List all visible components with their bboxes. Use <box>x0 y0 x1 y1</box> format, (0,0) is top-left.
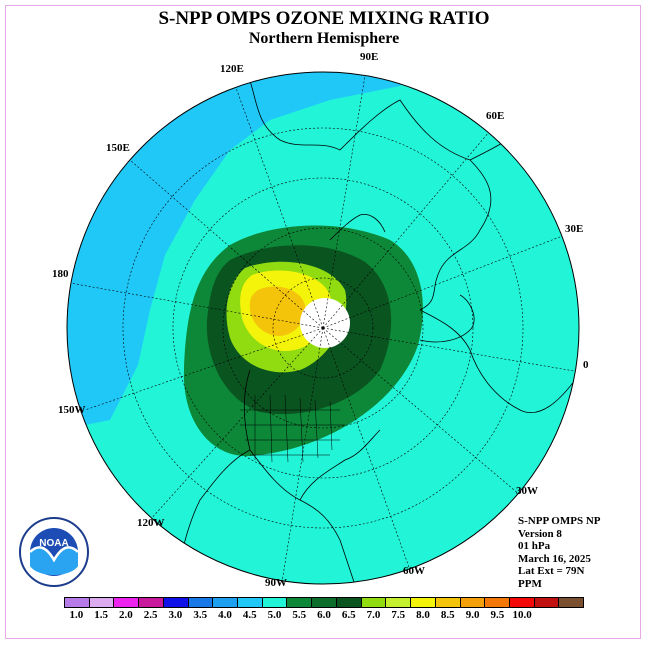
lon-label-60w: 60W <box>403 565 425 577</box>
color-bar-segment <box>336 598 362 607</box>
color-bar-tick-label: 8.0 <box>416 609 430 621</box>
color-bar-tick-label: 5.5 <box>292 609 307 621</box>
product-info: S-NPP OMPS NP Version 8 01 hPa March 16,… <box>518 515 601 590</box>
color-bar-tick-label: 6.5 <box>341 609 356 621</box>
noaa-logo-icon: NOAA <box>19 517 89 587</box>
missing-data-pole <box>300 298 350 348</box>
color-bar-tick-label: 1.0 <box>69 609 84 621</box>
color-bar-segment <box>386 598 412 607</box>
color-bar-segment <box>65 598 90 607</box>
lon-label-150e: 150E <box>106 142 130 154</box>
color-bar-segment <box>213 598 239 607</box>
coastlines <box>179 72 576 584</box>
color-bar-tick-label: 5.0 <box>267 609 282 621</box>
color-bar-tick-label: 6.0 <box>317 609 331 621</box>
color-bar-tick-label: 2.5 <box>143 609 158 621</box>
color-bar-tick-label: 10.0 <box>512 609 532 621</box>
info-pressure: 01 hPa <box>518 540 551 552</box>
info-units: PPM <box>518 577 542 590</box>
color-bar-segment <box>238 598 263 607</box>
color-bar-segment <box>411 598 436 607</box>
lon-label-90e: 90E <box>360 51 379 63</box>
page-subtitle: Northern Hemisphere <box>248 30 400 47</box>
color-bar-tick-label: 4.0 <box>218 609 232 621</box>
color-bar-tick-label: 7.5 <box>391 609 406 621</box>
lon-label-180: 180 <box>52 268 69 280</box>
color-bar-segment <box>534 598 560 607</box>
color-bar-ticks: 1.0 1.5 2.0 2.5 3.0 3.5 4.0 4.5 5.0 5.5 6.0 6.5 7.0 7… <box>0 609 648 625</box>
info-version: Version 8 <box>518 527 562 540</box>
map-boundary <box>66 71 580 585</box>
color-bar-tick-label: 9.0 <box>465 609 480 621</box>
color-bar-tick-label: 7.0 <box>366 609 381 621</box>
color-bar-tick-label: 3.0 <box>168 609 183 621</box>
info-date: March 16, 2025 <box>518 552 591 565</box>
color-bar-segment <box>435 598 461 607</box>
color-bar-segment <box>312 598 337 607</box>
color-bar-segment <box>114 598 140 607</box>
color-bar-segment <box>485 598 510 607</box>
color-bar-tick-label: 8.5 <box>440 609 455 621</box>
lon-label-90w: 90W <box>265 577 287 589</box>
color-bar-segment <box>287 598 313 607</box>
color-bar-segment <box>188 598 214 607</box>
color-bar-tick-label: 9.5 <box>490 609 505 621</box>
lon-label-30w: 30W <box>516 485 538 497</box>
lon-label-0: 0 <box>583 359 589 371</box>
logo-text: NOAA <box>39 538 68 549</box>
info-lat-extent: Lat Ext = 79N <box>518 565 585 577</box>
graticule <box>69 72 579 583</box>
color-bar-segment <box>509 598 535 607</box>
page-title: S-NPP OMPS OZONE MIXING RATIO <box>158 8 490 29</box>
color-bar-segment <box>163 598 189 607</box>
color-bar-segment <box>89 598 115 607</box>
lon-label-30e: 30E <box>565 223 584 235</box>
lon-label-60e: 60E <box>486 110 505 122</box>
color-bar-tick-label: 2.0 <box>119 609 133 621</box>
color-bar-tick-label: 3.5 <box>193 609 208 621</box>
us-state-grid <box>240 394 345 463</box>
color-bar-segment <box>361 598 387 607</box>
info-instrument: S-NPP OMPS NP <box>518 515 601 527</box>
color-bar-segment <box>262 598 288 607</box>
color-bar-tick-label: 4.5 <box>242 609 257 621</box>
color-bar-segment <box>559 598 584 607</box>
color-bar-segment <box>460 598 486 607</box>
lon-label-120e: 120E <box>220 63 244 75</box>
color-bar-tick-label: 1.5 <box>94 609 109 621</box>
color-bar-segment <box>139 598 164 607</box>
contour-band-8-0 <box>249 286 306 336</box>
lon-label-150w: 150W <box>58 404 86 416</box>
figure-frame <box>5 5 641 639</box>
lon-label-120w: 120W <box>137 517 165 529</box>
color-bar <box>64 597 584 608</box>
low-ozone-region <box>67 72 420 430</box>
